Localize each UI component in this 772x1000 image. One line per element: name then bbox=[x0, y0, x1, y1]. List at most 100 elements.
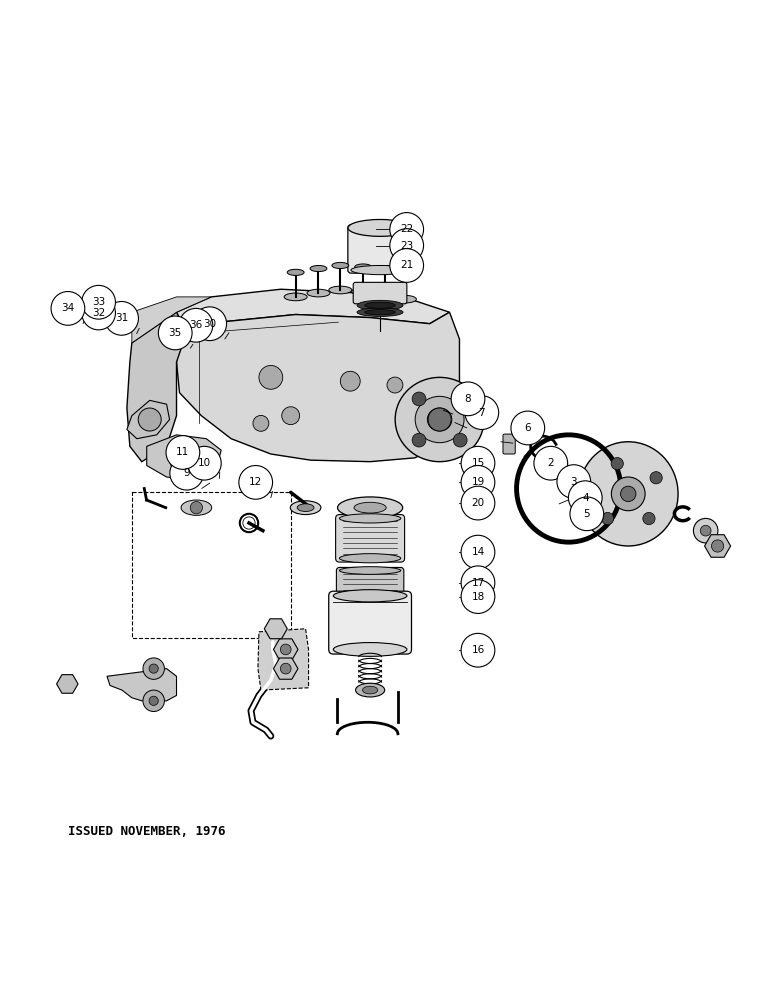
Ellipse shape bbox=[356, 683, 384, 697]
Text: 5: 5 bbox=[584, 509, 590, 519]
Text: 33: 33 bbox=[92, 297, 105, 307]
Text: 15: 15 bbox=[472, 458, 485, 468]
Ellipse shape bbox=[364, 302, 395, 308]
Ellipse shape bbox=[329, 286, 352, 294]
Circle shape bbox=[280, 663, 291, 674]
Ellipse shape bbox=[352, 288, 374, 295]
Polygon shape bbox=[127, 400, 170, 439]
Ellipse shape bbox=[362, 686, 378, 694]
Text: 12: 12 bbox=[249, 477, 262, 487]
FancyBboxPatch shape bbox=[348, 225, 412, 273]
Ellipse shape bbox=[287, 269, 304, 275]
Ellipse shape bbox=[377, 267, 394, 273]
Circle shape bbox=[82, 285, 116, 319]
Ellipse shape bbox=[354, 502, 386, 513]
Circle shape bbox=[621, 486, 636, 502]
Circle shape bbox=[143, 658, 164, 679]
Circle shape bbox=[428, 408, 451, 431]
Circle shape bbox=[461, 580, 495, 613]
Circle shape bbox=[461, 633, 495, 667]
Circle shape bbox=[461, 466, 495, 499]
Ellipse shape bbox=[310, 265, 327, 272]
Circle shape bbox=[557, 465, 591, 498]
Text: 31: 31 bbox=[115, 313, 128, 323]
Ellipse shape bbox=[415, 396, 464, 443]
Ellipse shape bbox=[374, 291, 397, 298]
Circle shape bbox=[239, 466, 273, 499]
Circle shape bbox=[253, 415, 269, 431]
Polygon shape bbox=[56, 675, 78, 693]
FancyBboxPatch shape bbox=[503, 434, 515, 454]
Ellipse shape bbox=[334, 590, 407, 602]
Ellipse shape bbox=[340, 554, 401, 563]
Circle shape bbox=[282, 407, 300, 425]
Circle shape bbox=[451, 382, 485, 416]
FancyBboxPatch shape bbox=[354, 282, 407, 304]
Circle shape bbox=[453, 433, 467, 447]
FancyBboxPatch shape bbox=[329, 591, 411, 654]
Polygon shape bbox=[258, 629, 309, 690]
Text: 3: 3 bbox=[571, 477, 577, 487]
Text: 16: 16 bbox=[472, 645, 485, 655]
Ellipse shape bbox=[355, 264, 371, 270]
Ellipse shape bbox=[334, 643, 407, 656]
Text: 10: 10 bbox=[198, 458, 211, 468]
Text: 22: 22 bbox=[400, 224, 413, 234]
Circle shape bbox=[611, 477, 645, 511]
Ellipse shape bbox=[290, 501, 321, 515]
Text: 30: 30 bbox=[203, 319, 216, 329]
Circle shape bbox=[568, 481, 602, 515]
Ellipse shape bbox=[181, 500, 212, 515]
Text: 32: 32 bbox=[92, 308, 105, 318]
Circle shape bbox=[545, 449, 557, 462]
Circle shape bbox=[82, 296, 116, 330]
Text: 11: 11 bbox=[176, 447, 189, 457]
Circle shape bbox=[712, 540, 723, 552]
Ellipse shape bbox=[364, 310, 395, 315]
Text: 18: 18 bbox=[472, 592, 485, 602]
Polygon shape bbox=[177, 312, 459, 462]
Ellipse shape bbox=[332, 262, 349, 269]
Circle shape bbox=[166, 436, 200, 469]
Ellipse shape bbox=[395, 377, 484, 462]
Circle shape bbox=[170, 446, 198, 473]
Text: 17: 17 bbox=[472, 578, 485, 588]
Ellipse shape bbox=[340, 567, 401, 574]
Circle shape bbox=[158, 316, 192, 350]
Circle shape bbox=[461, 535, 495, 569]
Circle shape bbox=[601, 512, 614, 525]
Circle shape bbox=[511, 411, 545, 445]
Text: 36: 36 bbox=[189, 320, 202, 330]
Circle shape bbox=[105, 301, 138, 335]
Circle shape bbox=[179, 308, 213, 342]
Text: 14: 14 bbox=[472, 547, 485, 557]
FancyBboxPatch shape bbox=[336, 515, 405, 562]
Circle shape bbox=[390, 229, 424, 262]
Text: ISSUED NOVEMBER, 1976: ISSUED NOVEMBER, 1976 bbox=[68, 825, 225, 838]
Ellipse shape bbox=[357, 300, 403, 310]
Text: 20: 20 bbox=[472, 498, 485, 508]
Circle shape bbox=[51, 292, 85, 325]
Ellipse shape bbox=[307, 289, 330, 297]
Circle shape bbox=[143, 690, 164, 712]
Text: 34: 34 bbox=[61, 303, 75, 313]
Ellipse shape bbox=[348, 219, 412, 236]
Circle shape bbox=[280, 644, 291, 655]
Text: 8: 8 bbox=[465, 394, 472, 404]
Circle shape bbox=[570, 497, 604, 531]
Circle shape bbox=[259, 365, 283, 389]
Circle shape bbox=[534, 446, 567, 480]
Circle shape bbox=[387, 377, 403, 393]
Ellipse shape bbox=[357, 308, 403, 316]
Polygon shape bbox=[264, 619, 287, 639]
Ellipse shape bbox=[351, 265, 409, 275]
Polygon shape bbox=[705, 535, 730, 557]
Circle shape bbox=[193, 307, 226, 341]
Ellipse shape bbox=[578, 442, 678, 546]
Text: 35: 35 bbox=[168, 328, 182, 338]
Circle shape bbox=[461, 486, 495, 520]
Polygon shape bbox=[107, 669, 177, 701]
Polygon shape bbox=[177, 289, 449, 333]
Circle shape bbox=[412, 392, 426, 406]
Circle shape bbox=[643, 512, 655, 525]
